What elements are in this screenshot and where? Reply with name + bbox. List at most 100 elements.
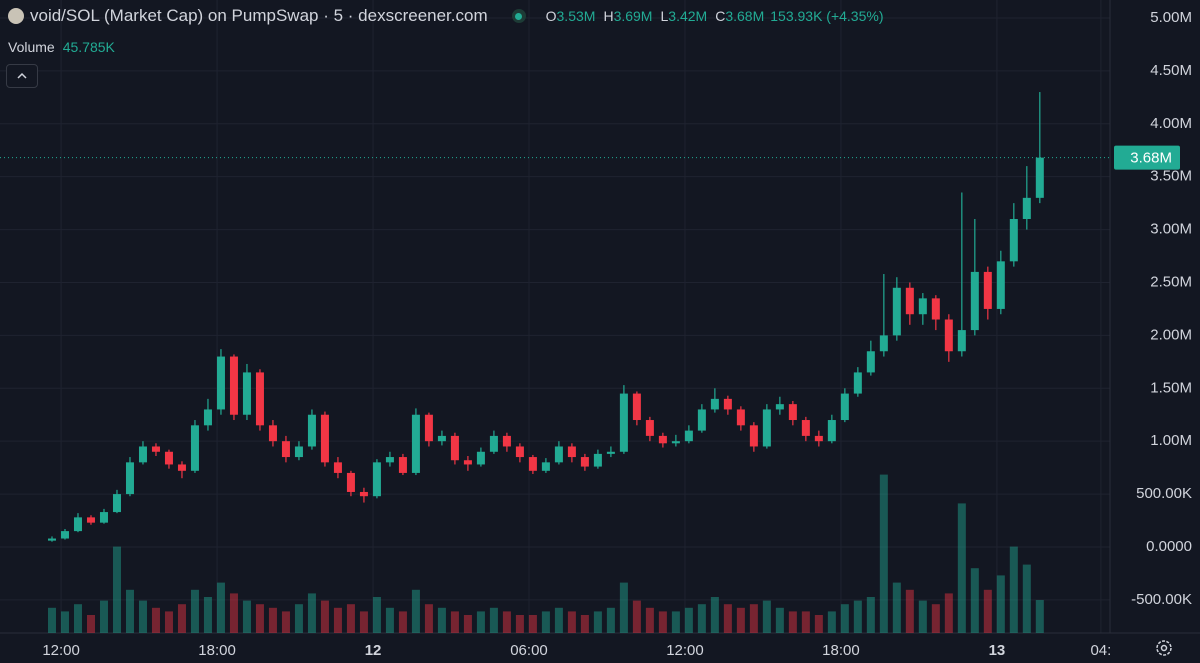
volume-bar — [619, 582, 628, 633]
candle-body — [86, 517, 95, 523]
volume-bar — [645, 607, 654, 633]
ohlc-key: C — [715, 8, 726, 24]
candle-body — [437, 435, 446, 442]
volume-bar — [216, 582, 225, 633]
candle-body — [801, 420, 810, 436]
candle-body — [775, 404, 784, 410]
x-tick-label: 04: — [1090, 642, 1111, 659]
candle-body — [983, 271, 992, 309]
candle-body — [489, 435, 498, 452]
candle-body — [112, 494, 121, 513]
candle-body — [372, 462, 381, 497]
volume-bar — [346, 604, 355, 633]
volume-bar — [658, 611, 667, 633]
candle-body — [125, 462, 134, 495]
candle-body — [398, 457, 407, 473]
volume-bar — [515, 615, 524, 633]
volume-bar — [151, 607, 160, 633]
candle-body — [671, 441, 680, 444]
volume-bar — [970, 568, 979, 633]
x-tick-label: 12:00 — [666, 642, 704, 659]
status-dot — [511, 9, 526, 23]
candle-body — [60, 531, 69, 539]
header: void/SOL (Market Cap) on PumpSwap · 5 · … — [8, 6, 884, 26]
volume-bar — [853, 600, 862, 633]
candle-body — [554, 446, 563, 463]
candle-body — [996, 261, 1005, 309]
candle-body — [242, 372, 251, 415]
volume-bar — [372, 597, 381, 633]
volume-bar — [73, 604, 82, 633]
y-tick-label: 2.50M — [1150, 273, 1192, 290]
candle-body — [918, 298, 927, 315]
x-tick-label: 06:00 — [510, 642, 548, 659]
settings-button[interactable] — [1154, 638, 1174, 658]
candle-body — [346, 472, 355, 492]
volume-bar — [385, 607, 394, 633]
candle-body — [684, 430, 693, 442]
candle-body — [723, 398, 732, 410]
candle-body — [411, 414, 420, 473]
volume-bar — [333, 607, 342, 633]
candle-body — [138, 446, 147, 463]
volume-bar — [684, 607, 693, 633]
volume-bar — [671, 611, 680, 633]
y-tick-label: 0.0000 — [1146, 538, 1192, 555]
candle-body — [762, 409, 771, 447]
volume-bar — [736, 607, 745, 633]
x-tick-label: 13 — [989, 642, 1006, 659]
volume-bar — [437, 607, 446, 633]
candle-body — [216, 356, 225, 410]
candle-body — [190, 425, 199, 471]
candle-body — [1022, 197, 1031, 220]
volume-bar — [242, 600, 251, 633]
x-tick-label: 12 — [365, 642, 382, 659]
candle-body — [931, 298, 940, 320]
y-tick-label: 3.50M — [1150, 168, 1192, 185]
volume-bar — [840, 604, 849, 633]
candle-body — [476, 451, 485, 465]
candle-body — [1009, 219, 1018, 262]
volume-bar — [164, 611, 173, 633]
collapse-button[interactable] — [6, 64, 38, 88]
candle-body — [73, 517, 82, 532]
candle-body — [307, 414, 316, 447]
candle-body — [502, 435, 511, 447]
candle-body — [164, 451, 173, 465]
ohlc-value: 3.53M — [556, 8, 596, 24]
volume-bar — [463, 615, 472, 633]
candle-body — [866, 351, 875, 373]
volume-bar — [138, 600, 147, 633]
candle-body — [294, 446, 303, 458]
candle-body — [385, 457, 394, 463]
volume-bar — [983, 589, 992, 633]
change: 153.93K (+4.35%) — [770, 8, 884, 24]
candle-body — [320, 414, 329, 463]
candle-body — [333, 462, 342, 473]
volume-bar — [125, 589, 134, 633]
candle-body — [619, 393, 628, 452]
candle-body — [697, 409, 706, 431]
volume-bar — [320, 600, 329, 633]
candle-body — [268, 425, 277, 442]
volume-bar — [268, 607, 277, 633]
volume-label: Volume — [8, 39, 55, 55]
candle-body — [957, 330, 966, 352]
volume-bar — [502, 611, 511, 633]
ohlc-key: H — [603, 8, 614, 24]
candle-body — [632, 393, 641, 421]
volume-bar — [112, 546, 121, 633]
volume-bar — [541, 611, 550, 633]
volume-bar — [723, 604, 732, 633]
volume-bar — [918, 600, 927, 633]
candle-body — [424, 414, 433, 442]
volume-bar — [398, 611, 407, 633]
ohlc-item: L3.42M — [660, 8, 707, 24]
volume-bar — [944, 593, 953, 633]
last-price-box — [1114, 145, 1180, 170]
candle-body — [788, 404, 797, 421]
candle-body — [255, 372, 264, 426]
volume-bar — [632, 600, 641, 633]
volume-bar — [762, 600, 771, 633]
